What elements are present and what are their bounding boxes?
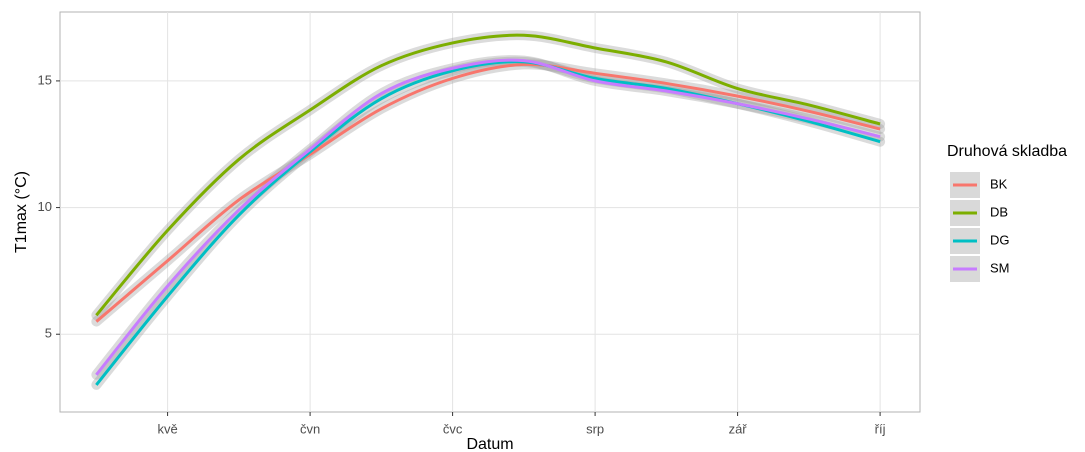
x-tick-label: kvě bbox=[157, 421, 177, 436]
x-tick-label: čvc bbox=[443, 421, 463, 436]
legend-label: DB bbox=[990, 204, 1008, 219]
line bbox=[95, 33, 881, 317]
x-tick-label: říj bbox=[875, 421, 886, 436]
grid bbox=[60, 12, 920, 412]
y-tick-label: 15 bbox=[38, 72, 52, 87]
legend-label: SM bbox=[990, 260, 1010, 275]
x-tick-label: čvn bbox=[300, 421, 320, 436]
line bbox=[95, 62, 881, 323]
legend-label: DG bbox=[990, 232, 1010, 247]
line bbox=[95, 58, 881, 376]
legend-title: Druhová skladba bbox=[947, 143, 1067, 160]
x-axis-title: Datum bbox=[466, 436, 513, 452]
y-tick-label: 5 bbox=[45, 326, 52, 341]
x-tick-label: srp bbox=[586, 421, 604, 436]
panel bbox=[59, 11, 921, 413]
y-tick-label: 10 bbox=[38, 199, 52, 214]
legend-label: BK bbox=[990, 176, 1008, 191]
y-axis-title: T1max (°C) bbox=[13, 171, 30, 253]
x-tick-label: zář bbox=[729, 421, 748, 436]
